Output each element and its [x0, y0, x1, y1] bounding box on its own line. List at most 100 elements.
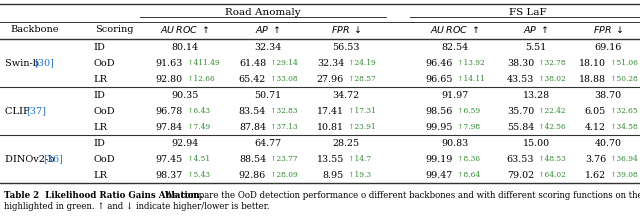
Text: 18.88: 18.88: [579, 75, 606, 84]
Text: 32.34: 32.34: [254, 43, 282, 52]
Text: 1.62: 1.62: [585, 170, 606, 179]
Text: $AP$ $\uparrow$: $AP$ $\uparrow$: [523, 24, 549, 35]
Text: $AU\,ROC$ $\uparrow$: $AU\,ROC$ $\uparrow$: [161, 24, 209, 35]
Text: $AU\,ROC$ $\uparrow$: $AU\,ROC$ $\uparrow$: [431, 24, 479, 35]
Text: CLIP: CLIP: [5, 106, 33, 116]
Text: 6.05: 6.05: [585, 106, 606, 116]
Text: ↑32.65: ↑32.65: [608, 107, 637, 115]
Text: ↑17.31: ↑17.31: [346, 107, 376, 115]
Text: 97.45: 97.45: [156, 155, 183, 164]
Text: ↑4.51: ↑4.51: [185, 155, 210, 163]
Text: 88.54: 88.54: [239, 155, 266, 164]
Text: ↑19.3: ↑19.3: [346, 171, 371, 179]
Text: OoD: OoD: [93, 155, 115, 164]
Text: 92.94: 92.94: [172, 138, 198, 147]
Text: ID: ID: [93, 90, 105, 99]
Text: 91.97: 91.97: [442, 90, 468, 99]
Text: 96.46: 96.46: [426, 58, 453, 67]
Text: ↑38.02: ↑38.02: [536, 75, 566, 83]
Text: LR: LR: [93, 123, 107, 131]
Text: LR: LR: [93, 75, 107, 84]
Text: ↑51.06: ↑51.06: [608, 59, 638, 67]
Text: 15.00: 15.00: [522, 138, 550, 147]
Text: 91.63: 91.63: [156, 58, 183, 67]
Text: ↑23.91: ↑23.91: [346, 123, 376, 131]
Text: DINOv2-b: DINOv2-b: [5, 155, 58, 164]
Text: 65.42: 65.42: [239, 75, 266, 84]
Text: ID: ID: [93, 138, 105, 147]
Text: 38.30: 38.30: [507, 58, 534, 67]
Text: $FPR$ $\downarrow$: $FPR$ $\downarrow$: [593, 24, 623, 35]
Text: ↑32.78: ↑32.78: [536, 59, 566, 67]
Text: 34.72: 34.72: [332, 90, 360, 99]
Text: ↑34.58: ↑34.58: [608, 123, 637, 131]
Text: OoD: OoD: [93, 58, 115, 67]
Text: 3.76: 3.76: [585, 155, 606, 164]
Text: ↑7.49: ↑7.49: [185, 123, 210, 131]
Text: 61.48: 61.48: [239, 58, 266, 67]
Text: $FPR$ $\downarrow$: $FPR$ $\downarrow$: [331, 24, 362, 35]
Text: 32.34: 32.34: [317, 58, 344, 67]
Text: ↑39.08: ↑39.08: [608, 171, 637, 179]
Text: FS LaF: FS LaF: [509, 7, 547, 17]
Text: ↑29.14: ↑29.14: [268, 59, 298, 67]
Text: highlighted in green. ↑ and ↓ indicate higher/lower is better.: highlighted in green. ↑ and ↓ indicate h…: [4, 202, 269, 211]
Text: ↑48.53: ↑48.53: [536, 155, 566, 163]
Text: 18.10: 18.10: [579, 58, 606, 67]
Text: ↑8.64: ↑8.64: [455, 171, 480, 179]
Text: ↑64.02: ↑64.02: [536, 171, 566, 179]
Text: 69.16: 69.16: [595, 43, 621, 52]
Text: ↑6.59: ↑6.59: [455, 107, 480, 115]
Text: Road Anomaly: Road Anomaly: [225, 7, 301, 17]
Text: 10.81: 10.81: [317, 123, 344, 131]
Text: Scoring: Scoring: [95, 25, 133, 34]
Text: ↑22.42: ↑22.42: [536, 107, 566, 115]
Text: ↑4​11.49: ↑4​11.49: [185, 59, 220, 67]
Text: 83.54: 83.54: [239, 106, 266, 116]
Text: 82.54: 82.54: [442, 43, 468, 52]
Text: [30]: [30]: [35, 58, 54, 67]
Text: [37]: [37]: [26, 106, 46, 116]
Text: Table 2  Likelihood Ratio Gains Ablation.: Table 2 Likelihood Ratio Gains Ablation.: [4, 191, 203, 200]
Text: 63.53: 63.53: [506, 155, 534, 164]
Text: ↑42.56: ↑42.56: [536, 123, 566, 131]
Text: 99.47: 99.47: [426, 170, 453, 179]
Text: 50.71: 50.71: [255, 90, 282, 99]
Text: 79.02: 79.02: [507, 170, 534, 179]
Text: 56.53: 56.53: [332, 43, 360, 52]
Text: 38.70: 38.70: [595, 90, 621, 99]
Text: 8.95: 8.95: [323, 170, 344, 179]
Text: ↑7.98: ↑7.98: [455, 123, 480, 131]
Text: 4.12: 4.12: [585, 123, 606, 131]
Text: 96.78: 96.78: [156, 106, 183, 116]
Text: 35.70: 35.70: [507, 106, 534, 116]
Text: We compare the OoD detection performance o different backbones and with differen: We compare the OoD detection performance…: [162, 191, 640, 200]
Text: ↑23.77: ↑23.77: [268, 155, 298, 163]
Text: 13.55: 13.55: [317, 155, 344, 164]
Text: ↑28.57: ↑28.57: [346, 75, 376, 83]
Text: 90.83: 90.83: [442, 138, 468, 147]
Text: ↑6.43: ↑6.43: [185, 107, 210, 115]
Text: ↑33.08: ↑33.08: [268, 75, 298, 83]
Text: ↑28.09: ↑28.09: [268, 171, 298, 179]
Text: ↑13.92: ↑13.92: [455, 59, 484, 67]
Text: 90.35: 90.35: [172, 90, 198, 99]
Text: ↑14.11: ↑14.11: [455, 75, 485, 83]
Text: 87.84: 87.84: [239, 123, 266, 131]
Text: [36]: [36]: [43, 155, 63, 164]
Text: ↑12.66: ↑12.66: [185, 75, 215, 83]
Text: 98.37: 98.37: [156, 170, 183, 179]
Text: ID: ID: [93, 43, 105, 52]
Text: LR: LR: [93, 170, 107, 179]
Text: 55.84: 55.84: [507, 123, 534, 131]
Text: 28.25: 28.25: [332, 138, 360, 147]
Text: 98.56: 98.56: [426, 106, 453, 116]
Text: 80.14: 80.14: [172, 43, 198, 52]
Text: 27.96: 27.96: [317, 75, 344, 84]
Text: 92.80: 92.80: [156, 75, 183, 84]
Text: ↑37.13: ↑37.13: [268, 123, 298, 131]
Text: 92.86: 92.86: [239, 170, 266, 179]
Text: ↑36.94: ↑36.94: [608, 155, 637, 163]
Text: Backbone: Backbone: [11, 25, 60, 34]
Text: 99.19: 99.19: [426, 155, 453, 164]
